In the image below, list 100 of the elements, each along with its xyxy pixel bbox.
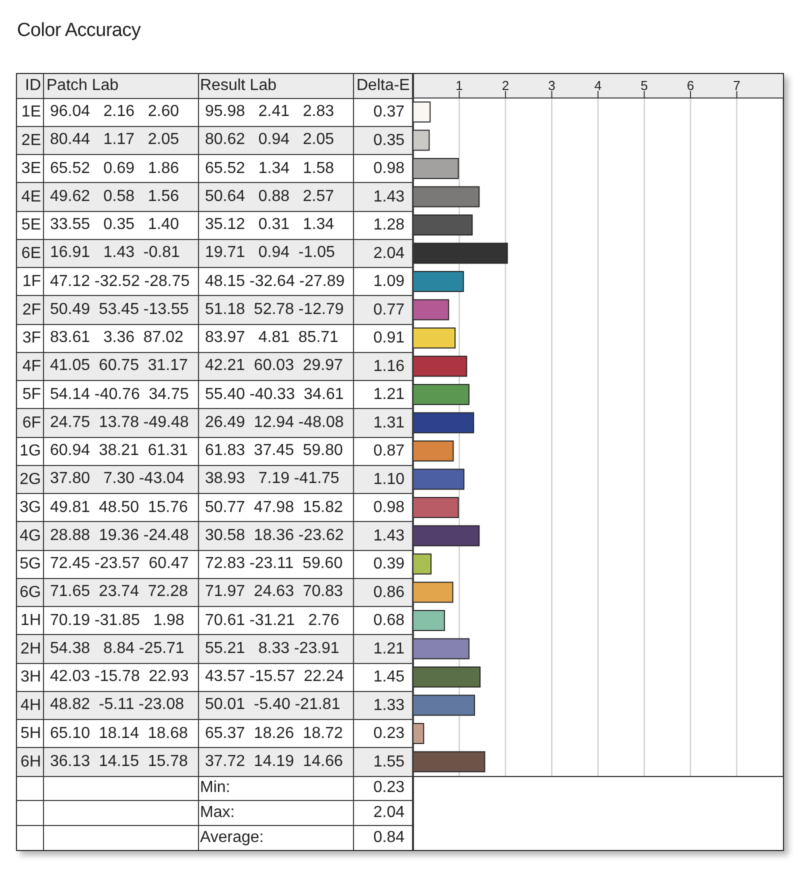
text: 55.40 -40.33 34.61 — [205, 386, 344, 403]
y-tick-label: 1F — [22, 273, 42, 290]
text: 33.55 0.35 1.40 — [50, 216, 179, 234]
data-label: 0.37 — [373, 104, 405, 120]
y-axis-title: ID — [25, 77, 41, 94]
y-tick-label: 1E — [21, 104, 41, 121]
text: 42.21 60.03 29.97 — [205, 357, 343, 374]
text: 65.52 0.69 1.86 — [50, 160, 179, 177]
text: 30.58 18.36 -23.62 — [205, 526, 344, 544]
text: 83.61 3.36 87.02 — [50, 329, 184, 346]
bar — [413, 554, 432, 574]
y-tick-label: 3G — [20, 499, 41, 516]
bar — [413, 440, 454, 462]
bar — [413, 694, 476, 716]
x2-tick-label: 5 — [640, 78, 648, 93]
text: 41.05 60.75 31.17 — [50, 357, 188, 374]
y-tick-label: 2G — [20, 470, 41, 488]
text: 95.98 2.41 2.83 — [205, 103, 334, 120]
data-label: 0.87 — [373, 442, 405, 460]
data-label: 1.31 — [373, 414, 405, 432]
text: 0.84 — [373, 828, 404, 846]
text: 48.15 -32.64 -27.89 — [205, 272, 345, 290]
bar — [413, 468, 464, 490]
bar — [413, 638, 470, 660]
y-tick-label: 3H — [20, 668, 41, 686]
y-tick-label: 3F — [22, 330, 42, 347]
y-tick-label: 5E — [21, 216, 41, 234]
y-tick-label: 5H — [20, 725, 41, 742]
y-tick-label: 6F — [22, 414, 42, 432]
text: 54.14 -40.76 34.75 — [50, 386, 189, 403]
text: 36.13 14.15 15.78 — [50, 752, 188, 770]
y-tick-label: 2F — [22, 301, 42, 318]
x2-tick-label: 2 — [502, 78, 510, 93]
text: 2.04 — [373, 804, 404, 822]
y-tick-label: 4H — [20, 696, 41, 714]
bar — [413, 328, 456, 348]
text: Result Lab — [200, 77, 276, 94]
text: 65.52 1.34 1.58 — [205, 160, 334, 177]
y-tick-label: 5G — [20, 556, 41, 573]
y-tick-label: 1H — [20, 612, 41, 630]
data-label: 0.98 — [373, 499, 405, 516]
x2-tick-label: 3 — [548, 78, 556, 93]
bar — [413, 271, 464, 292]
text: 55.21 8.33 -23.91 — [205, 640, 340, 657]
bar — [413, 158, 459, 179]
y-tick-label: 3E — [21, 160, 41, 178]
y-tick-label: 2H — [20, 640, 41, 658]
data-label: 0.68 — [373, 612, 405, 629]
text: 70.61 -31.21 2.76 — [205, 612, 340, 629]
data-label: 1.16 — [373, 358, 405, 375]
text: 72.83 -23.11 59.60 — [205, 555, 343, 572]
bar — [413, 186, 480, 208]
bar — [413, 130, 430, 151]
data-label: 1.10 — [373, 470, 405, 488]
data-label: 0.35 — [373, 132, 405, 149]
y-tick-label: 5F — [22, 386, 42, 404]
text: 83.97 4.81 85.71 — [205, 329, 338, 346]
bar — [413, 356, 468, 377]
bar — [413, 384, 470, 405]
text: 50.49 53.45 -13.55 — [50, 300, 189, 318]
data-label: 1.21 — [373, 386, 405, 403]
text: 60.94 38.21 61.31 — [50, 442, 188, 460]
data-label: 0.77 — [373, 301, 405, 318]
bar — [413, 412, 474, 434]
text: Color Accuracy — [17, 20, 141, 42]
y-tick-label: 4F — [22, 358, 42, 375]
text: Max: — [200, 804, 235, 822]
x-axis-title: Delta-E — [356, 77, 410, 94]
y-tick-label: 6H — [20, 753, 41, 770]
data-label: 0.98 — [373, 160, 405, 177]
data-label: 0.23 — [373, 725, 405, 742]
bar — [413, 666, 481, 688]
text: 80.44 1.17 2.05 — [50, 131, 179, 148]
data-label: 0.86 — [373, 584, 405, 601]
text: 26.49 12.94 -48.08 — [205, 414, 344, 431]
text: 71.65 23.74 72.28 — [50, 583, 188, 600]
data-label: 1.09 — [373, 273, 405, 290]
data-label: 1.33 — [373, 696, 405, 714]
text: 24.75 13.78 -49.48 — [50, 414, 189, 431]
bar — [413, 299, 450, 320]
text: 47.12 -32.52 -28.75 — [50, 272, 190, 290]
data-label: 1.45 — [373, 668, 405, 686]
text: 49.81 48.50 15.76 — [50, 498, 188, 516]
y-tick-label: 2E — [21, 132, 41, 149]
text: 49.62 0.58 1.56 — [50, 188, 179, 205]
text: 19.71 0.94 -1.05 — [205, 244, 335, 262]
bar — [413, 723, 424, 744]
data-label: 1.43 — [373, 527, 405, 544]
text: 65.37 18.26 18.72 — [205, 724, 343, 742]
text: 65.10 18.14 18.68 — [50, 724, 188, 742]
bar — [413, 497, 459, 518]
y-tick-label: 4E — [21, 188, 41, 206]
data-label: 2.04 — [373, 244, 405, 262]
bar — [413, 525, 480, 546]
text: 50.01 -5.40 -21.81 — [205, 696, 340, 714]
text: 42.03 -15.78 22.93 — [50, 668, 189, 686]
text: 72.45 -23.57 60.47 — [50, 555, 189, 572]
y-tick-label: 6G — [20, 584, 41, 601]
y-tick-label: 6E — [21, 244, 41, 262]
y-tick-label: 4G — [20, 527, 41, 544]
